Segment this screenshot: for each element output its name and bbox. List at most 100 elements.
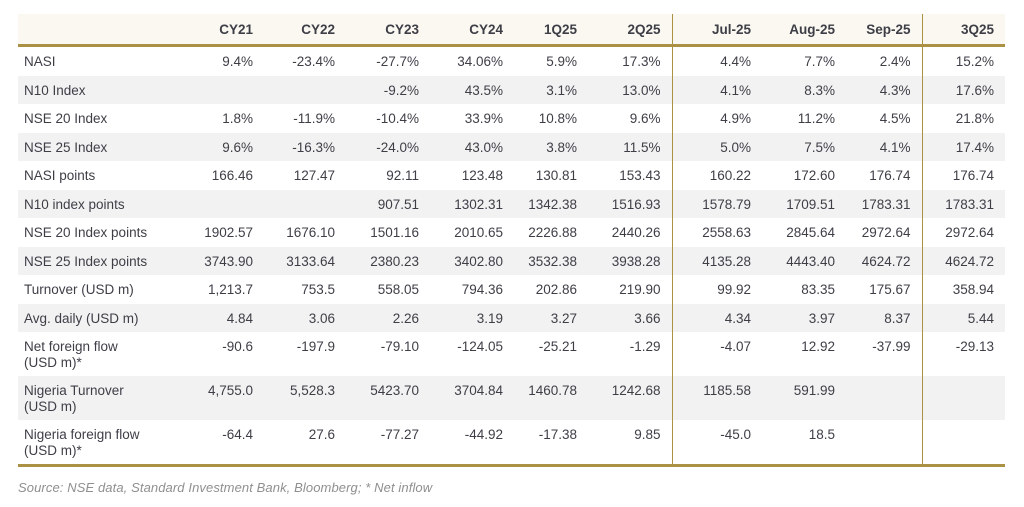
table-row: N10 index points 907.51 1302.31 1342.38 1516… <box>18 189 1005 219</box>
cell: 172.60 <box>793 168 835 183</box>
row-label: NASI points <box>18 161 186 190</box>
column-header: Jul-25 <box>671 14 762 46</box>
cell: 1709.51 <box>786 196 835 212</box>
cell: 21.8% <box>921 104 1005 133</box>
cell: 1302.31 <box>454 196 503 212</box>
cell: 558.05 <box>377 282 419 297</box>
table-header: CY21 CY22 CY23 CY24 1Q25 2Q25 Jul-25 Aug-25 Sep-… <box>18 14 1005 46</box>
row-label: Turnover (USD m) <box>18 275 186 304</box>
cell: 34.06% <box>457 54 503 69</box>
cell: 176.74 <box>921 161 1005 190</box>
cell: 130.81 <box>535 168 577 183</box>
cell: 7.7% <box>804 54 835 69</box>
column-header: Aug-25 <box>762 14 846 46</box>
cell: -77.27 <box>380 427 419 442</box>
cell: 3402.80 <box>454 253 503 269</box>
cell: 3.66 <box>634 310 661 326</box>
cell: 166.46 <box>211 168 253 183</box>
row-label-line2: (USD m) <box>24 398 77 414</box>
cell: 358.94 <box>921 275 1005 304</box>
cell: 160.22 <box>671 161 762 190</box>
cell: 17.6% <box>921 75 1005 104</box>
cell: 4.3% <box>879 82 911 98</box>
cell: 2380.23 <box>370 253 419 269</box>
cell: 43.5% <box>464 82 503 98</box>
cell: 753.5 <box>301 282 335 297</box>
cell: 219.90 <box>619 282 661 297</box>
cell: 1783.31 <box>861 196 911 212</box>
cell: 1342.38 <box>528 196 577 212</box>
cell: 2226.88 <box>528 225 577 240</box>
market-performance-panel: CY21 CY22 CY23 CY24 1Q25 2Q25 Jul-25 Aug-25 Sep-… <box>18 14 1005 495</box>
cell: 27.6 <box>308 427 335 442</box>
row-label: N10 Index <box>18 76 186 105</box>
cell: 3133.64 <box>286 253 335 269</box>
cell: 2558.63 <box>671 218 762 247</box>
cell: 2.4% <box>879 54 911 69</box>
cell: 2010.65 <box>454 225 503 240</box>
cell: 4624.72 <box>921 246 1005 275</box>
table-row: Turnover (USD m) 1,213.7 753.5 558.05 794.36… <box>18 275 1005 304</box>
cell: 17.4% <box>921 132 1005 161</box>
cell: 4.1% <box>879 139 911 155</box>
cell: 18.5 <box>808 427 835 442</box>
table-row: NSE 20 Index 1.8% -11.9% -10.4% 33.9% 10.8% 9.… <box>18 104 1005 133</box>
cell: 3704.84 <box>454 383 503 398</box>
cell: 5.44 <box>921 303 1005 332</box>
cell: 1902.57 <box>204 225 253 240</box>
column-header: CY21 <box>186 14 264 46</box>
cell: -29.13 <box>921 332 1005 376</box>
row-label: N10 index points <box>18 190 186 219</box>
cell: -1.29 <box>629 339 661 354</box>
column-header: 1Q25 <box>514 14 588 46</box>
cell: -24.0% <box>376 139 419 155</box>
cell: -37.99 <box>872 339 911 354</box>
cell: 1783.31 <box>921 189 1005 218</box>
cell: 1516.93 <box>611 196 661 212</box>
cell: 794.36 <box>461 282 503 297</box>
row-label-line1: NASI <box>24 54 56 69</box>
source-note: Source: NSE data, Standard Investment Ba… <box>18 480 433 495</box>
report-table: CY21 CY22 CY23 CY24 1Q25 2Q25 Jul-25 Aug-25 Sep-… <box>18 14 1005 467</box>
row-label: Nigeria Turnover (USD m) <box>18 376 186 420</box>
table-row: N10 Index -9.2% 43.5% 3.1% 13.0% 4.1% 8.3% 4.3%… <box>18 75 1005 105</box>
cell <box>846 420 922 466</box>
cell: 5423.70 <box>370 383 419 398</box>
cell <box>921 420 1005 466</box>
row-label-line1: Nigeria Turnover <box>24 383 124 398</box>
cell: 99.92 <box>671 275 762 304</box>
cell: 9.6% <box>222 139 253 155</box>
cell: 153.43 <box>619 168 661 183</box>
row-label: Nigeria foreign flow (USD m)* <box>18 420 186 466</box>
cell: 1501.16 <box>370 225 419 240</box>
cell: 1185.58 <box>671 376 762 420</box>
cell: 9.85 <box>634 427 661 442</box>
row-label-header <box>18 14 186 46</box>
cell: 1,213.7 <box>207 282 253 297</box>
cell: 1.8% <box>222 111 253 126</box>
cell: 4.34 <box>671 303 762 332</box>
cell: 11.2% <box>797 111 835 126</box>
cell <box>264 76 346 105</box>
row-label: NSE 25 Index <box>18 133 186 162</box>
cell: 8.3% <box>804 82 835 98</box>
cell: 9.4% <box>222 54 253 69</box>
row-label-line1: N10 index points <box>24 196 125 212</box>
cell: 3532.38 <box>528 253 577 269</box>
cell: 2972.64 <box>861 225 911 240</box>
cell: 123.48 <box>461 168 503 183</box>
cell: 2972.64 <box>921 218 1005 247</box>
header-row: CY21 CY22 CY23 CY24 1Q25 2Q25 Jul-25 Aug-25 Sep-… <box>18 14 1005 46</box>
cell: 1460.78 <box>528 383 577 398</box>
cell: 4.4% <box>671 45 762 76</box>
cell: -27.7% <box>376 54 419 69</box>
cell: 5.0% <box>671 132 762 161</box>
cell: 3.97 <box>808 310 835 326</box>
cell: 3.27 <box>550 310 577 326</box>
cell: 7.5% <box>804 139 835 155</box>
cell <box>264 190 346 219</box>
row-label: NSE 25 Index points <box>18 247 186 276</box>
row-label-line1: Turnover (USD m) <box>24 282 134 297</box>
cell: 9.6% <box>629 111 661 126</box>
table-row: Nigeria Turnover (USD m) 4,755.0 5,528.3 542… <box>18 376 1005 420</box>
